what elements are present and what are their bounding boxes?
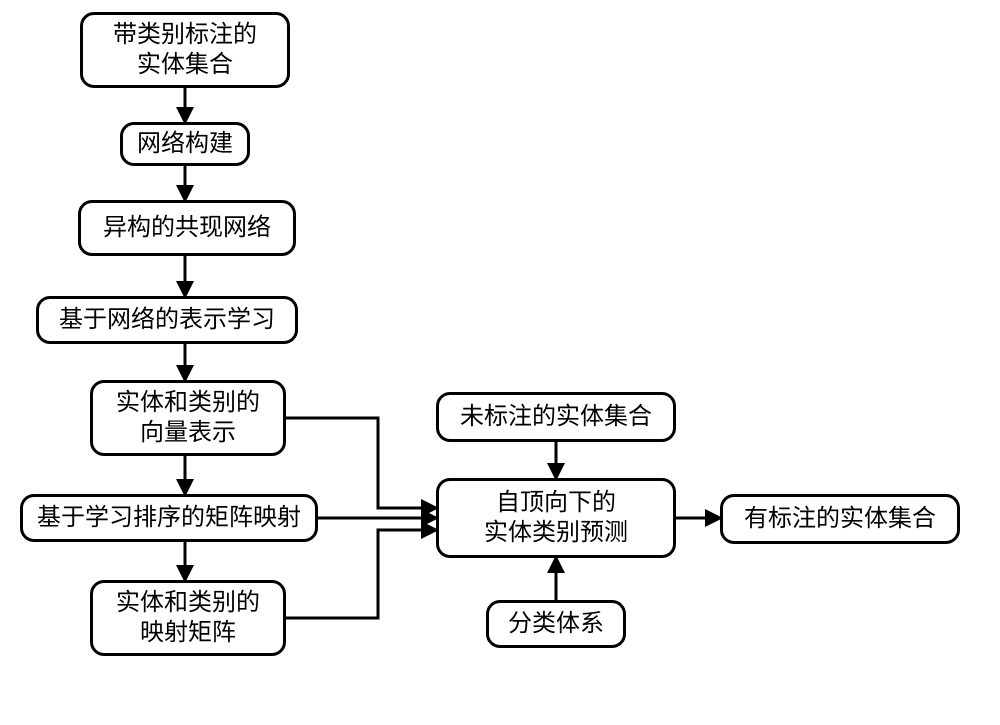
flowchart-node-n7: 未标注的实体集合 — [436, 392, 676, 442]
flowchart-node-n0: 带类别标注的 实体集合 — [80, 12, 290, 88]
node-label: 分类体系 — [508, 609, 604, 639]
node-label: 基于学习排序的矩阵映射 — [37, 503, 301, 533]
flowchart-node-n4: 实体和类别的 向量表示 — [90, 380, 286, 456]
node-label: 异构的共现网络 — [103, 213, 271, 243]
edge-n6-n8 — [286, 530, 436, 618]
node-label: 未标注的实体集合 — [460, 402, 652, 432]
node-label: 实体和类别的 映射矩阵 — [116, 588, 260, 648]
flowchart-node-n6: 实体和类别的 映射矩阵 — [90, 580, 286, 656]
node-label: 有标注的实体集合 — [744, 504, 936, 534]
node-label: 带类别标注的 实体集合 — [113, 20, 257, 80]
flowchart-node-n9: 分类体系 — [486, 600, 626, 648]
node-label: 基于网络的表示学习 — [59, 305, 275, 335]
flowchart-node-n1: 网络构建 — [120, 122, 250, 166]
node-label: 自顶向下的 实体类别预测 — [484, 488, 628, 548]
flowchart-node-n5: 基于学习排序的矩阵映射 — [20, 494, 318, 542]
node-label: 实体和类别的 向量表示 — [116, 388, 260, 448]
node-label: 网络构建 — [137, 129, 233, 159]
flowchart-node-n8: 自顶向下的 实体类别预测 — [436, 478, 676, 558]
flowchart-node-n10: 有标注的实体集合 — [720, 494, 960, 544]
flowchart-node-n2: 异构的共现网络 — [78, 200, 296, 256]
flowchart-node-n3: 基于网络的表示学习 — [36, 296, 298, 344]
